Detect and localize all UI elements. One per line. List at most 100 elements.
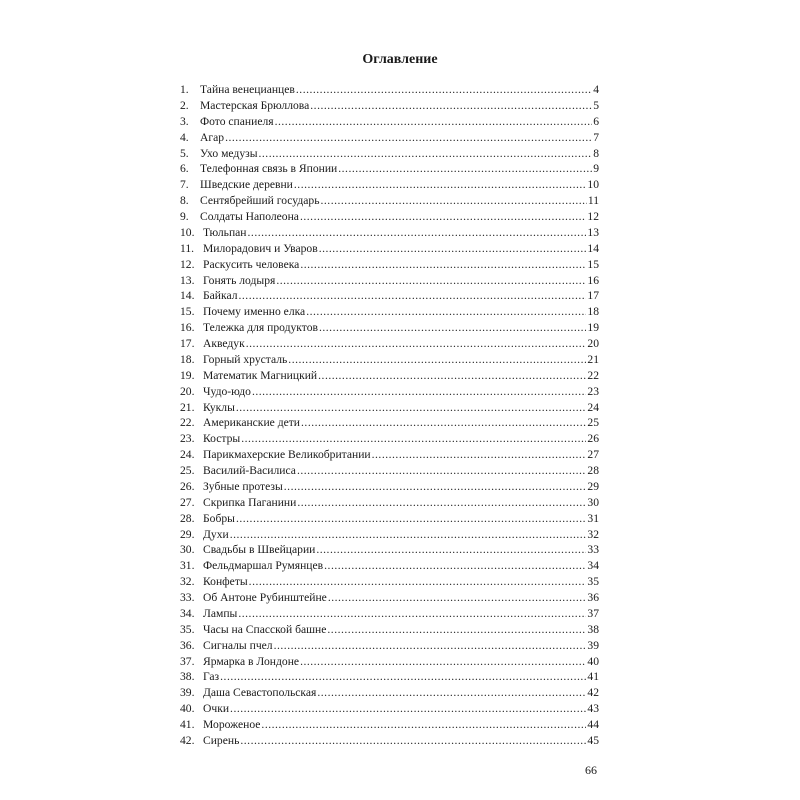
- toc-entry: 20. Чудо-юдо 23: [180, 384, 599, 400]
- toc-entry: 42. Сирень 45: [180, 733, 599, 749]
- entry-page: 8: [593, 146, 599, 160]
- toc-entry: 2. Мастерская Брюллова 5: [180, 98, 599, 114]
- entry-page: 16: [587, 273, 599, 287]
- entry-number: 18.: [180, 352, 195, 366]
- entry-title: Американские дети: [203, 416, 301, 430]
- toc-entry: 15. Почему именно елка 18: [180, 304, 599, 320]
- entry-number: 27.: [180, 495, 195, 509]
- entry-number: 30.: [180, 543, 195, 557]
- entry-title: Куклы: [203, 400, 235, 414]
- entry-title: Милорадович и Уваров: [203, 241, 318, 255]
- toc-entry: 12. Раскусить человека 15: [180, 257, 599, 273]
- entry-title: Конфеты: [203, 575, 248, 589]
- entry-page: 27: [587, 448, 599, 462]
- entry-title: Очки: [203, 702, 230, 716]
- entry-title: Акведук: [203, 337, 245, 350]
- dot-leader: [319, 320, 586, 336]
- table-of-contents: 1.Тайна венецианцев42.Мастерская Брюллов…: [180, 82, 599, 749]
- dot-leader: [274, 638, 587, 654]
- toc-entry: 19. Математик Магницкий 22: [180, 368, 599, 384]
- dot-leader: [249, 574, 587, 590]
- entry-title: Математик Магницкий: [203, 368, 318, 382]
- entry-page: 4: [593, 83, 599, 96]
- dot-leader: [297, 495, 586, 511]
- toc-entry: 11. Милорадович и Уваров 14: [180, 241, 599, 257]
- dot-leader: [261, 717, 586, 733]
- dot-leader: [246, 336, 587, 352]
- entry-number: 15.: [180, 305, 195, 319]
- entry-number: 11.: [180, 241, 195, 255]
- entry-page: 11: [587, 194, 599, 208]
- entry-page: 23: [587, 384, 599, 398]
- entry-page: 7: [593, 130, 599, 144]
- toc-entry: 5. Ухо медузы 8: [180, 146, 599, 162]
- entry-number: 17.: [180, 337, 195, 350]
- page-title: Оглавление: [362, 52, 438, 67]
- toc-entry: 18. Горный хрусталь 21: [180, 352, 599, 368]
- entry-title: Скрипка Паганини: [203, 495, 297, 509]
- entry-page: 5: [593, 98, 599, 112]
- dot-leader: [324, 558, 586, 574]
- toc-entry: 21. Куклы 24: [180, 400, 599, 416]
- toc-entry: 34. Лампы 37: [180, 606, 599, 622]
- entry-number: 4.: [180, 130, 189, 144]
- toc-entry: 22. Американские дети 25: [180, 415, 599, 431]
- entry-number: 16.: [180, 321, 195, 335]
- entry-title: Чудо-юдо: [203, 384, 251, 398]
- toc-entry: 1. Тайна венецианцев 4: [180, 82, 599, 98]
- toc-entry: 23. Костры 26: [180, 431, 599, 447]
- entry-number: 39.: [180, 686, 195, 700]
- entry-title: Зубные протезы: [203, 479, 283, 493]
- entry-page: 12: [587, 210, 599, 223]
- entry-title: Тайна венецианцев: [200, 83, 295, 96]
- toc-entry: 6. Телефонная связь в Японии 9: [180, 161, 599, 177]
- entry-number: 22.: [180, 416, 195, 430]
- toc-entry: 28. Бобры 31: [180, 511, 599, 527]
- toc-entry: 9. Солдаты Наполеона 12: [180, 209, 599, 225]
- entry-number: 41.: [180, 718, 195, 731]
- dot-leader: [236, 400, 587, 416]
- entry-title: Сигналы пчел: [203, 638, 273, 652]
- toc-entry: 10. Тюльпан 13: [180, 225, 599, 241]
- entry-title: Агар: [200, 130, 225, 144]
- entry-number: 42.: [180, 733, 195, 747]
- entry-title: Тюльпан: [203, 225, 247, 239]
- entry-page: 37: [587, 606, 599, 620]
- entry-number: 32.: [180, 575, 195, 589]
- entry-title: Фото спаниеля: [200, 114, 274, 128]
- entry-page: 17: [587, 289, 599, 303]
- entry-title: Об Антоне Рубинштейне: [203, 591, 327, 604]
- dot-leader: [297, 463, 586, 479]
- entry-page: 28: [587, 464, 599, 477]
- entry-title: Шведские деревни: [200, 178, 293, 192]
- toc-entry: 37. Ярмарка в Лондоне 40: [180, 654, 599, 670]
- entry-number: 21.: [180, 400, 195, 414]
- toc-entry: 4. Агар 7: [180, 130, 599, 146]
- toc-entry: 14. Байкал 17: [180, 288, 599, 304]
- entry-page: 26: [587, 432, 599, 446]
- entry-page: 20: [587, 337, 599, 350]
- dot-leader: [327, 622, 586, 638]
- dot-leader: [296, 82, 592, 98]
- toc-entry: 25. Василий-Василиса 28: [180, 463, 599, 479]
- entry-number: 10.: [180, 225, 195, 239]
- entry-page: 22: [587, 368, 599, 382]
- toc-entry: 27. Скрипка Паганини 30: [180, 495, 599, 511]
- entry-page: 42: [587, 686, 599, 700]
- toc-entry: 39. Даша Севастопольская 42: [180, 685, 599, 701]
- entry-number: 20.: [180, 384, 195, 398]
- entry-number: 38.: [180, 670, 195, 684]
- entry-number: 25.: [180, 464, 195, 477]
- entry-number: 35.: [180, 622, 195, 636]
- entry-title: Горный хрусталь: [203, 352, 288, 366]
- toc-entry: 31. Фельдмаршал Румянцев 34: [180, 558, 599, 574]
- entry-number: 26.: [180, 479, 195, 493]
- entry-number: 24.: [180, 448, 195, 462]
- toc-entry: 35. Часы на Спасской башне 38: [180, 622, 599, 638]
- entry-page: 40: [587, 654, 599, 668]
- page-number: 66: [585, 763, 597, 777]
- entry-number: 40.: [180, 702, 195, 716]
- entry-number: 23.: [180, 432, 195, 446]
- entry-number: 31.: [180, 559, 195, 573]
- dot-leader: [220, 669, 586, 685]
